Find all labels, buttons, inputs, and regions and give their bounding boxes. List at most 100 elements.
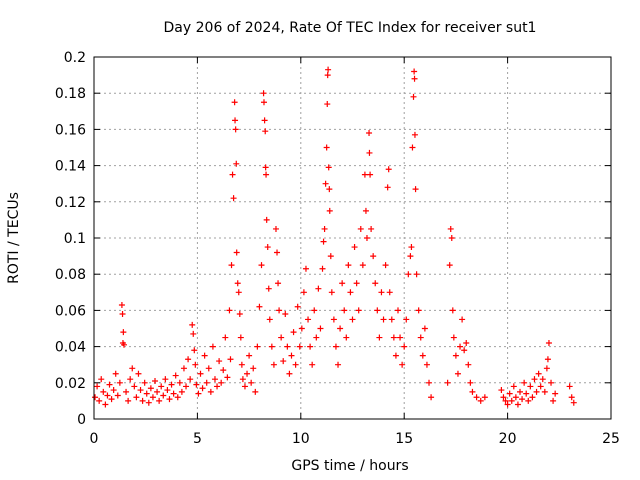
roti-point [502,397,509,404]
roti-point [272,225,279,232]
roti-point [376,334,383,341]
roti-point [294,303,301,310]
roti-point [341,307,348,314]
roti-point [174,394,181,401]
roti-point [327,253,334,260]
y-tick-label: 0.1 [64,231,86,247]
roti-point [278,334,285,341]
roti-point [361,171,368,178]
roti-point [504,401,511,408]
x-tick-label: 10 [292,431,310,447]
roti-point [193,381,200,388]
roti-point [408,244,415,251]
roti-point [183,383,190,390]
roti-point [415,307,422,314]
roti-point [545,339,552,346]
plot-frame [93,56,612,420]
grid-lines [94,57,611,419]
roti-point [180,365,187,372]
roti-point [359,262,366,269]
roti-point [386,289,393,296]
roti-point [228,262,235,269]
roti-point [428,394,435,401]
roti-point [203,379,210,386]
roti-point [307,343,314,350]
roti-point [566,383,573,390]
roti-point [463,339,470,346]
roti-point [335,361,342,368]
roti-point [298,325,305,332]
roti-point [382,262,389,269]
roti-point [187,376,194,383]
roti-point [421,325,428,332]
roti-point [392,352,399,359]
roti-point [189,321,196,328]
roti-point [412,186,419,193]
roti-point [286,370,293,377]
roti-point [523,390,530,397]
roti-point [508,397,515,404]
roti-point [533,388,540,395]
roti-point [229,171,236,178]
roti-point [512,394,519,401]
roti-point [114,392,121,399]
roti-point [544,356,551,363]
roti-point [244,370,251,377]
roti-point [397,334,404,341]
roti-point [405,271,412,278]
roti-point [234,280,241,287]
roti-point [112,370,119,377]
roti-point [233,249,240,256]
roti-point [366,149,373,156]
roti-point [552,390,559,397]
roti-point [106,381,113,388]
roti-point [550,397,557,404]
roti-point [535,370,542,377]
roti-point [254,343,261,350]
roti-point [500,394,507,401]
x-tick-label: 15 [395,431,413,447]
axis-ticks [93,56,612,420]
roti-point [209,343,216,350]
roti-point [266,316,273,323]
roti-point [226,307,233,314]
y-tick-label: 0.14 [55,159,86,175]
roti-point [241,383,248,390]
roti-point [176,379,183,386]
roti-point [276,307,283,314]
roti-point [407,253,414,260]
roti-point [127,376,134,383]
roti-point [454,370,461,377]
roti-point [517,388,524,395]
roti-point [385,166,392,173]
roti-point [326,207,333,214]
roti-point [216,358,223,365]
roti-point [292,361,299,368]
roti-point [235,289,242,296]
roti-point [108,396,115,403]
roti-point [94,383,101,390]
roti-point [461,347,468,354]
roti-point [568,394,575,401]
roti-point [527,383,534,390]
roti-point [170,390,177,397]
roti-point [158,383,165,390]
roti-point [401,343,408,350]
roti-points [92,66,577,408]
roti-point [191,347,198,354]
roti-point [519,396,526,403]
roti-point [190,330,197,337]
roti-point [92,394,99,401]
roti-point [409,144,416,151]
roti-point [300,289,307,296]
x-tick-label: 0 [90,431,99,447]
roti-point [258,262,265,269]
roti-point [349,316,356,323]
roti-point [207,388,214,395]
x-tick-label: 20 [499,431,517,447]
roti-point [378,289,385,296]
roti-point [521,379,528,386]
roti-point [201,352,208,359]
roti-point [290,329,297,336]
